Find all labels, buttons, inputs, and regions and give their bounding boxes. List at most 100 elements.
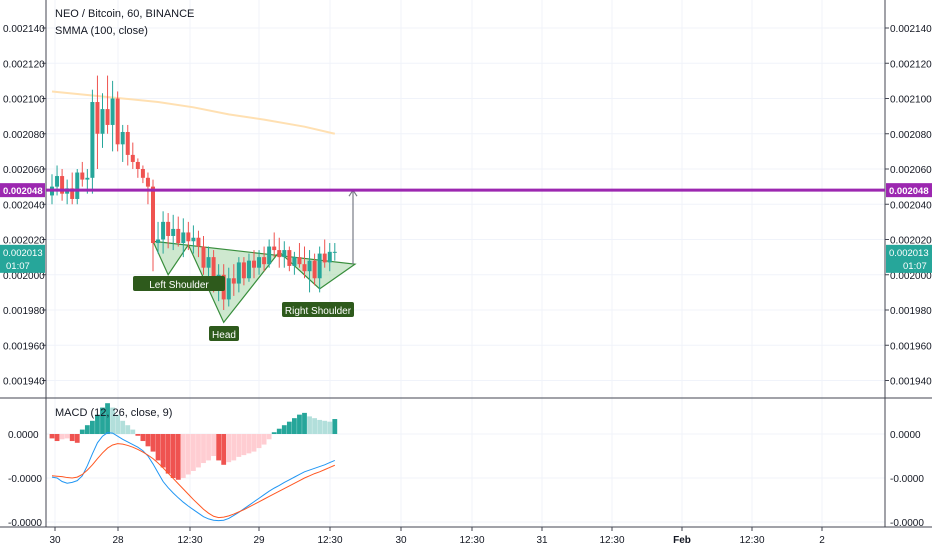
candle-body <box>206 257 211 268</box>
countdown-label-left: 01:07 <box>6 261 30 272</box>
price-tick-label-left: 0.002120 <box>3 59 45 70</box>
candle-body <box>226 278 231 300</box>
candle-body <box>302 264 307 272</box>
price-tick-label-right: 0.002140 <box>890 24 932 35</box>
price-tick-label-right: 0.002040 <box>890 200 932 211</box>
time-tick-label: 2 <box>819 535 825 546</box>
macd-histogram-bar <box>110 407 115 434</box>
head-label-bg <box>209 326 239 341</box>
macd-tick-label-left: 0.0000 <box>8 430 39 441</box>
price-tick-label-left: 0.001960 <box>3 341 45 352</box>
macd-histogram-bar <box>297 414 302 434</box>
macd-histogram-bar <box>231 434 237 461</box>
macd-histogram-bar <box>266 434 272 440</box>
candle-body <box>252 260 256 268</box>
candle-body <box>100 109 105 134</box>
candle-body <box>231 278 236 284</box>
candle-body <box>292 257 297 266</box>
macd-histogram-bar <box>302 412 307 434</box>
time-tick-label: 30 <box>395 535 407 546</box>
macd-histogram-bar <box>160 434 166 468</box>
macd-histogram-bar <box>95 414 100 434</box>
candle-body <box>151 186 155 244</box>
price-tick-label-left: 0.002060 <box>3 165 45 176</box>
macd-histogram-bar <box>322 420 328 434</box>
last-price-badge-right <box>886 244 932 273</box>
price-tick-label-left: 0.002000 <box>3 271 45 282</box>
last-price-label-left: 0.002013 <box>3 248 43 259</box>
candle-body <box>55 176 60 187</box>
candle-body <box>211 257 216 284</box>
level-price-badge-left <box>0 183 45 198</box>
macd-tick-label-right: -0.0000 <box>890 518 924 529</box>
candle-body <box>156 239 161 244</box>
macd-tick-label-left: -0.0000 <box>8 474 42 485</box>
price-tick-label-right: 0.002120 <box>890 59 932 70</box>
macd-histogram-bar <box>59 434 65 440</box>
candle-body <box>191 237 196 242</box>
time-tick-label: 12:30 <box>599 535 624 546</box>
candle-body <box>262 257 267 265</box>
macd-histogram-bar <box>105 403 110 434</box>
macd-histogram-bar <box>312 418 317 434</box>
candle-body <box>125 131 130 155</box>
macd-histogram-bar <box>125 425 131 434</box>
last-price-label-right: 0.002013 <box>889 248 929 259</box>
level-price-label-left: 0.002048 <box>3 186 43 197</box>
candle-body <box>257 257 262 268</box>
macd-legend[interactable]: MACD (12, 26, close, 9) <box>55 407 173 419</box>
macd-histogram-bar <box>120 420 126 434</box>
macd-histogram-bar <box>49 434 55 439</box>
level-price-badge-right <box>886 183 932 198</box>
candle-body <box>161 221 166 240</box>
macd-tick-label-left: -0.0000 <box>8 518 42 529</box>
price-tick-label-left: 0.001980 <box>3 306 45 317</box>
candle-body <box>75 172 80 199</box>
macd-histogram-bar <box>216 434 222 461</box>
macd-histogram-bar <box>211 434 216 456</box>
macd-histogram-bar <box>155 434 161 461</box>
candle-body <box>277 250 282 258</box>
level-price-label-right: 0.002048 <box>889 186 929 197</box>
time-tick-label: 12:30 <box>177 535 202 546</box>
candle-body <box>196 237 201 247</box>
time-tick-label: 30 <box>49 535 61 546</box>
macd-histogram-bar <box>69 434 75 442</box>
left-shoulder-label-bg <box>133 276 225 291</box>
macd-histogram-bar <box>221 434 227 465</box>
macd-histogram <box>49 403 338 480</box>
macd-histogram-bar <box>84 425 90 434</box>
symbol-title[interactable]: NEO / Bitcoin, 60, BINANCE <box>55 8 195 20</box>
candle-body <box>267 246 272 265</box>
candle-body <box>145 177 150 187</box>
candle-body <box>327 251 332 263</box>
macd-histogram-bar <box>135 434 141 436</box>
candle-body <box>297 257 302 265</box>
candle-body <box>70 188 75 199</box>
macd-histogram-bar <box>271 432 277 434</box>
candle-body <box>85 177 90 180</box>
smma-legend[interactable]: SMMA (100, close) <box>55 25 148 37</box>
candle-body <box>322 253 327 263</box>
candle-body <box>241 262 246 279</box>
macd-histogram-bar <box>286 421 292 434</box>
macd-histogram-bar <box>281 425 287 434</box>
candle-body <box>201 246 206 268</box>
candle-body <box>176 228 181 244</box>
macd-histogram-bar <box>145 434 151 447</box>
candle-body <box>282 250 287 258</box>
candle-body <box>272 246 277 251</box>
grid-lines <box>46 0 885 527</box>
macd-histogram-bar <box>251 434 257 452</box>
candle-body <box>90 102 95 178</box>
price-tick-label-left: 0.001940 <box>3 377 45 388</box>
macd-histogram-bar <box>64 434 70 439</box>
macd-histogram-bar <box>130 429 136 434</box>
price-tick-label-right: 0.002080 <box>890 130 932 141</box>
candle-body <box>80 172 85 180</box>
macd-histogram-bar <box>115 414 121 434</box>
time-tick-label: 31 <box>536 535 548 546</box>
macd-tick-label-right: 0.0000 <box>890 430 921 441</box>
